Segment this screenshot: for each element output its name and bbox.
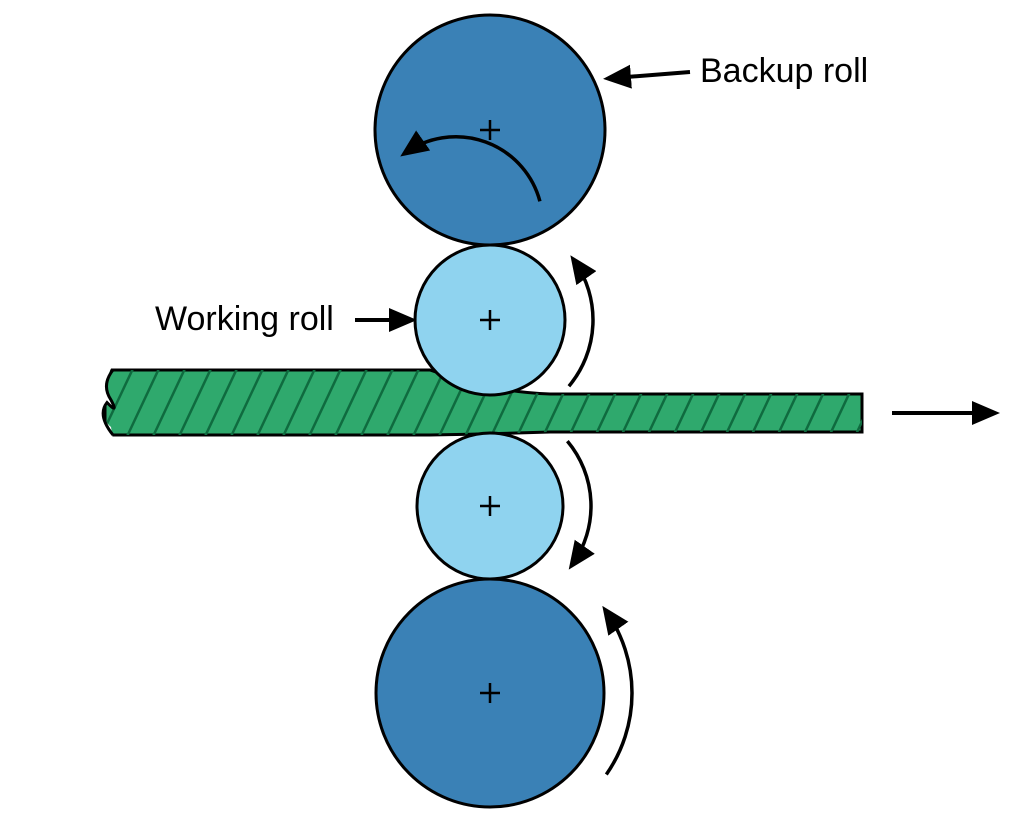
rolling-mill-diagram: Backup roll Working roll xyxy=(0,0,1034,830)
working-roll-label-text: Working roll xyxy=(155,300,334,338)
working-roll-bottom xyxy=(417,433,563,579)
backup-roll-label: Backup roll xyxy=(611,52,868,90)
backup-roll-label-text: Backup roll xyxy=(700,52,868,90)
backup-roll-bottom xyxy=(376,579,604,807)
backup-roll-top xyxy=(375,15,605,245)
working-roll-top xyxy=(415,245,565,395)
working-roll-label: Working roll xyxy=(155,300,409,338)
